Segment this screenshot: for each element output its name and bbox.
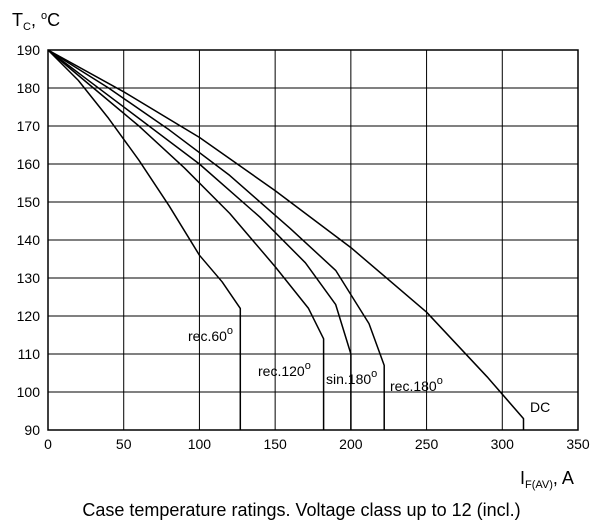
x-tick-label: 350 (566, 436, 590, 452)
y-tick-label: 180 (17, 80, 41, 96)
x-tick-label: 0 (44, 436, 52, 452)
y-tick-label: 110 (18, 346, 41, 362)
series-label-rec-180: rec.180o (390, 375, 443, 394)
y-tick-label: 170 (17, 118, 41, 134)
plot-frame (47, 49, 579, 431)
y-tick-label: 120 (17, 308, 41, 324)
y-tick-label: 130 (17, 270, 41, 286)
x-tick-label: 200 (339, 436, 363, 452)
grid-lines (47, 49, 579, 431)
x-tick-label: 300 (491, 436, 515, 452)
tick-labels: 0 50 100 150 200 250 300 350 90 100 110 120 130 140 15… (17, 42, 590, 452)
y-tick-label: 190 (17, 42, 41, 58)
series-label-rec-120: rec.120o (258, 360, 311, 379)
series-label-DC: DC (530, 399, 550, 415)
y-tick-label: 100 (17, 384, 41, 400)
series-group (47, 49, 525, 430)
series-line-sin-180 (47, 49, 352, 430)
series-line-rec-60 (47, 49, 242, 430)
x-tick-label: 250 (415, 436, 439, 452)
series-line-rec-120 (47, 49, 325, 430)
y-tick-label: 160 (17, 156, 41, 172)
series-line-DC (47, 49, 525, 430)
temperature-chart: 0 50 100 150 200 250 300 350 90 100 110 120 130 140 15… (12, 10, 590, 491)
y-tick-label: 150 (17, 194, 41, 210)
x-axis-label: IF(AV), A (520, 468, 574, 491)
y-tick-label: 140 (17, 232, 41, 248)
series-labels: rec.60o rec.120o sin.180o rec.180o DC (188, 325, 550, 415)
x-tick-label: 100 (188, 436, 212, 452)
x-tick-label: 150 (263, 436, 287, 452)
x-tick-label: 50 (116, 436, 132, 452)
y-tick-label: 90 (24, 422, 40, 438)
series-label-sin-180: sin.180o (326, 368, 377, 387)
series-label-rec-60: rec.60o (188, 325, 233, 344)
series-line-rec-180 (47, 49, 385, 430)
y-axis-label: TC, oC (12, 10, 60, 33)
chart-caption: Case temperature ratings. Voltage class … (82, 500, 521, 520)
